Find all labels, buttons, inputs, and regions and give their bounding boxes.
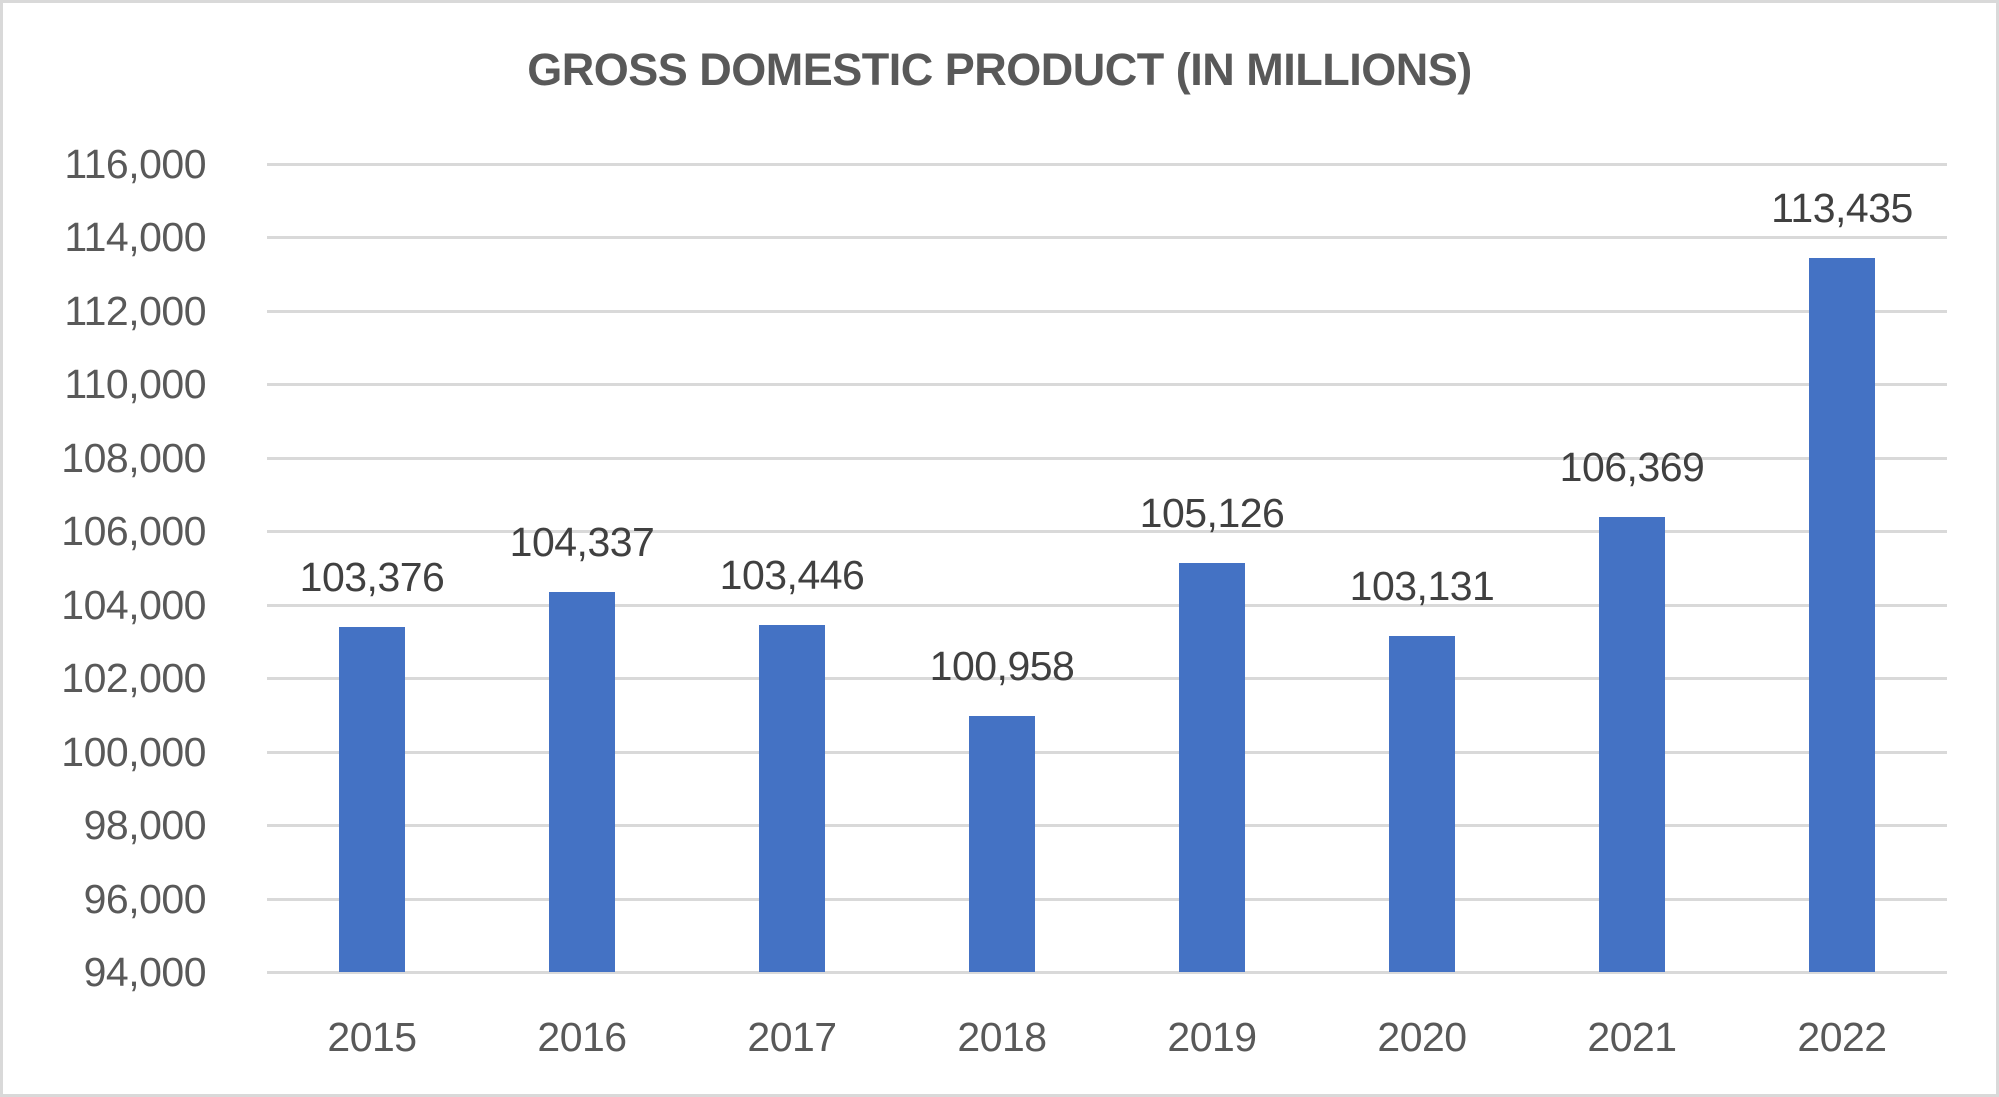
y-tick-label: 102,000	[61, 655, 206, 701]
bar-2016[interactable]	[549, 592, 615, 972]
bar-2015[interactable]	[339, 627, 405, 972]
gridline	[267, 898, 1947, 901]
x-tick-label: 2018	[957, 1014, 1047, 1060]
y-tick-label: 110,000	[64, 361, 206, 407]
bar-2017[interactable]	[759, 624, 825, 972]
x-tick-label: 2017	[747, 1014, 837, 1060]
gridline	[267, 677, 1947, 680]
y-tick-label: 94,000	[83, 949, 207, 995]
gridline	[267, 383, 1947, 386]
x-tick-label: 2020	[1377, 1014, 1467, 1060]
chart-title: GROSS DOMESTIC PRODUCT (IN MILLIONS)	[527, 44, 1472, 95]
y-tick-label: 114,000	[64, 214, 206, 260]
gridline	[267, 457, 1947, 460]
data-label: 103,376	[299, 554, 445, 601]
x-tick-label: 2016	[537, 1014, 627, 1060]
bar-2021[interactable]	[1599, 517, 1665, 972]
y-tick-label: 106,000	[61, 508, 206, 554]
gridline	[267, 751, 1947, 754]
y-tick-label: 96,000	[83, 876, 207, 922]
x-tick-label: 2021	[1587, 1014, 1677, 1060]
bar-2022[interactable]	[1809, 257, 1875, 972]
gridline	[267, 530, 1947, 533]
y-tick-label: 104,000	[61, 582, 206, 628]
y-tick-label: 108,000	[61, 435, 206, 481]
y-tick-label: 98,000	[83, 802, 207, 848]
gridline	[267, 824, 1947, 827]
data-label: 105,126	[1139, 490, 1285, 537]
y-tick-label: 100,000	[61, 729, 206, 775]
x-axis-line	[267, 971, 1947, 974]
bar-2018[interactable]	[969, 716, 1035, 972]
gridline	[267, 236, 1947, 239]
gridline	[267, 310, 1947, 313]
x-tick-label: 2015	[327, 1014, 417, 1060]
data-label: 103,446	[719, 551, 865, 598]
x-tick-label: 2022	[1797, 1014, 1887, 1060]
data-label: 106,369	[1559, 444, 1705, 491]
gridline	[267, 163, 1947, 166]
data-label: 103,131	[1349, 563, 1495, 610]
data-label: 113,435	[1771, 184, 1913, 231]
x-tick-label: 2019	[1167, 1014, 1257, 1060]
data-label: 100,958	[929, 643, 1075, 690]
bar-2019[interactable]	[1179, 563, 1245, 972]
data-label: 104,337	[509, 519, 655, 566]
bar-2020[interactable]	[1389, 636, 1455, 972]
y-tick-label: 116,000	[64, 141, 206, 187]
y-tick-label: 112,000	[64, 288, 206, 334]
gridline	[267, 604, 1947, 607]
